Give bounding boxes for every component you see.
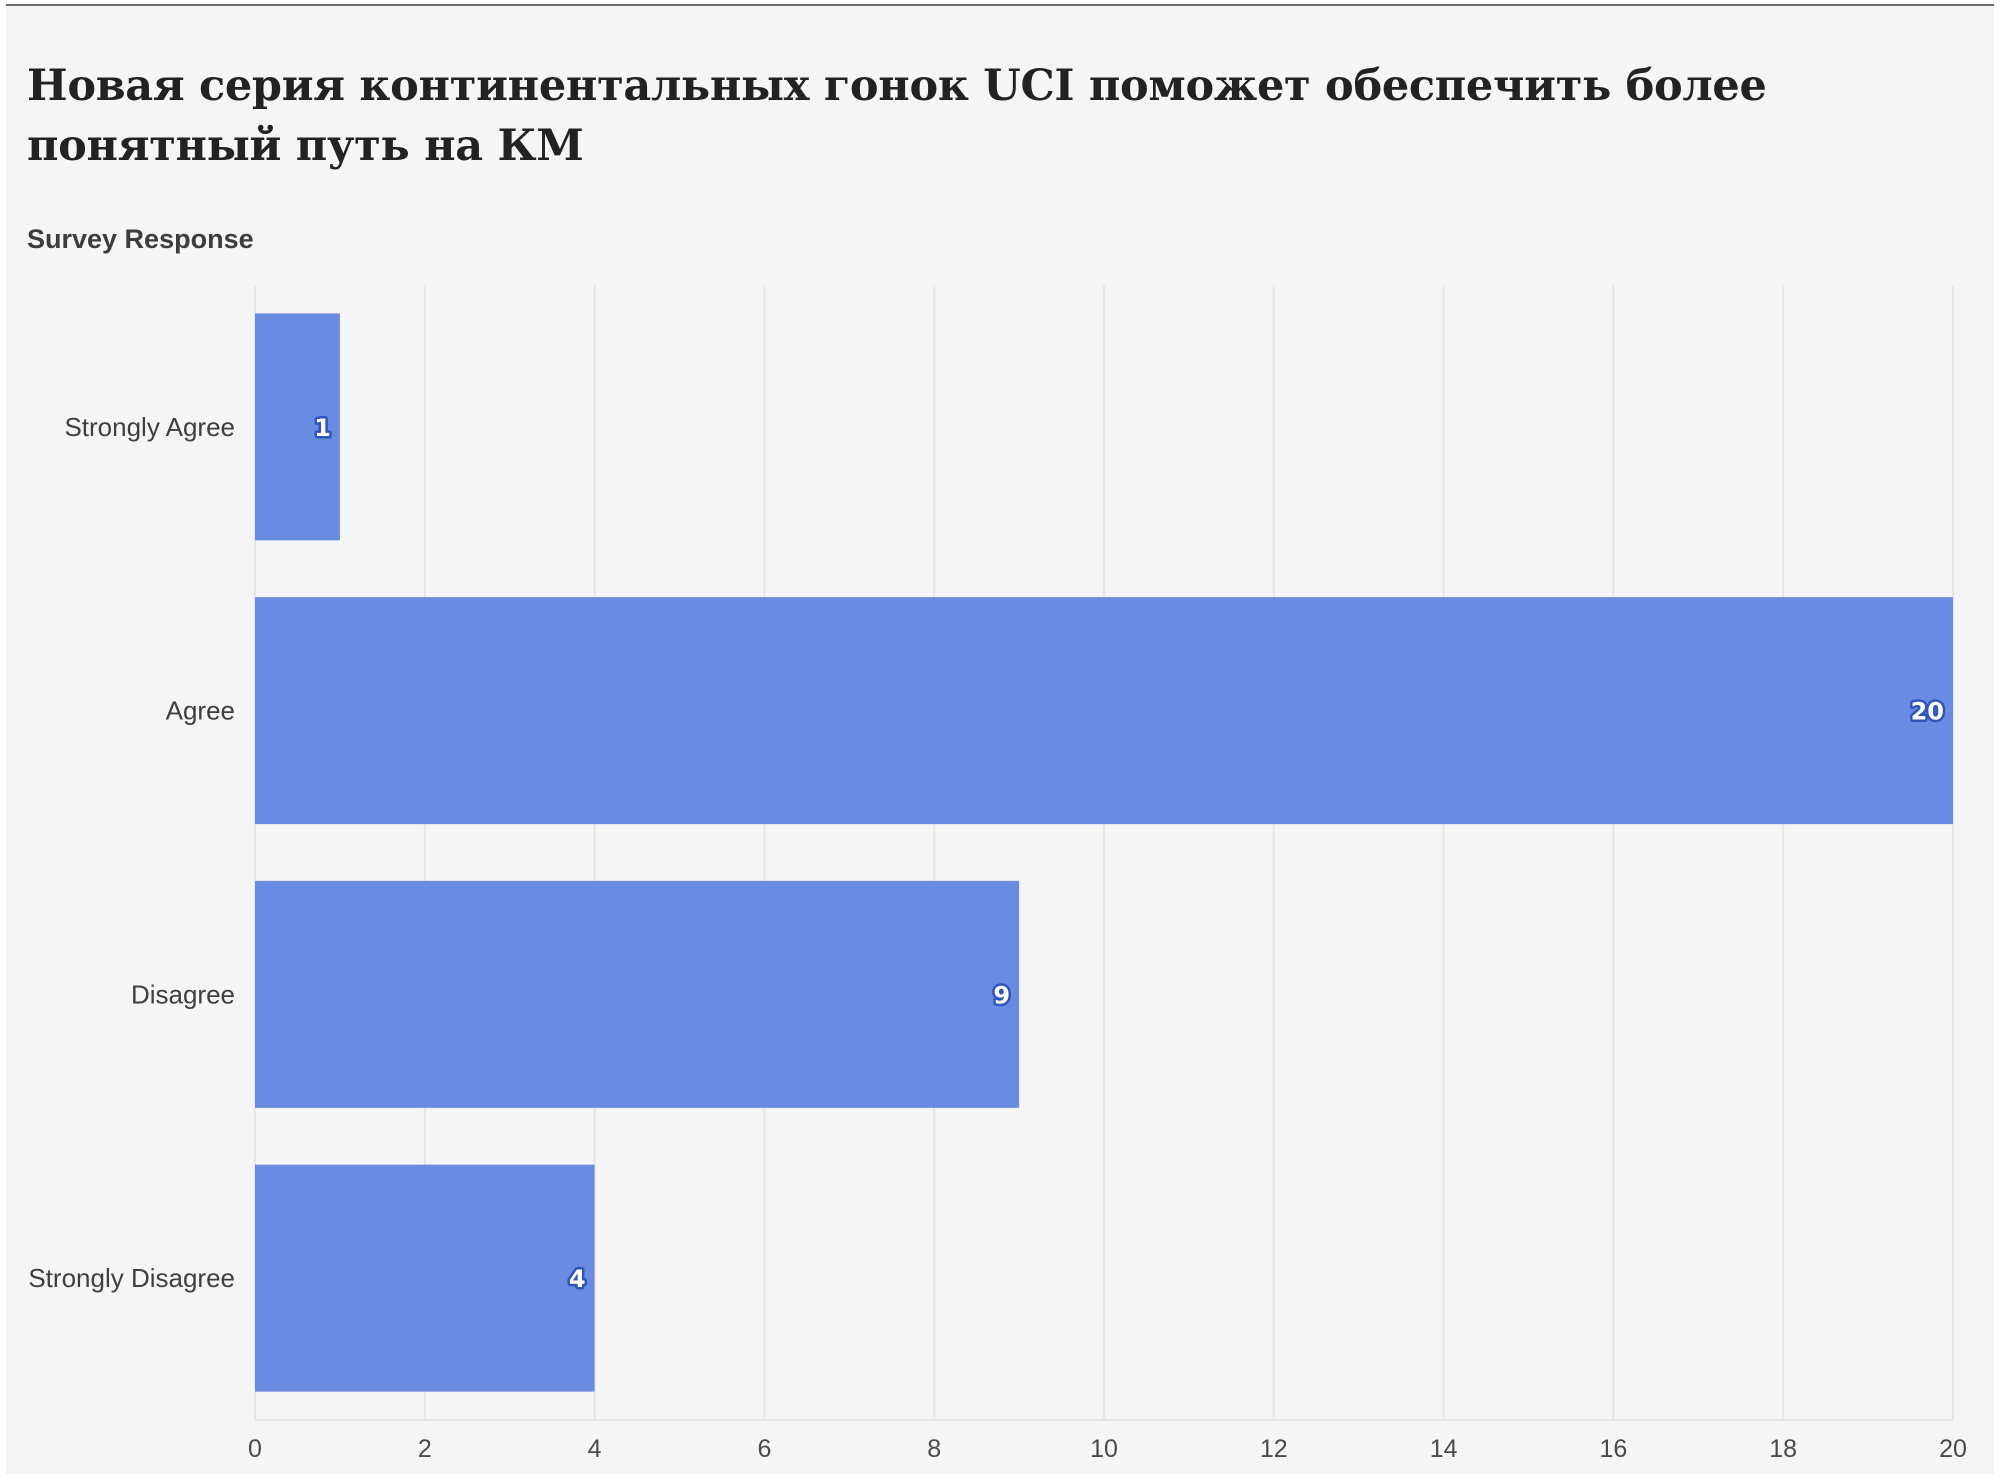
x-tick-label-12: 12 [1260, 1435, 1288, 1463]
chart-title: Новая серия континентальных гонок UCI по… [27, 61, 1767, 171]
data-label-strongly-agree: 1 [314, 414, 331, 442]
x-tick-label-4: 4 [588, 1435, 602, 1463]
y-axis-title: Survey Response [27, 224, 254, 254]
x-tick-label-0: 0 [248, 1435, 262, 1463]
category-labels: Strongly Agree Agree Disagree Strongly Disa… [28, 412, 235, 1293]
bar-strongly-agree [255, 313, 340, 541]
bar-strongly-disagree [255, 1164, 595, 1392]
bars [255, 313, 1953, 1392]
x-tick-label-14: 14 [1430, 1435, 1458, 1463]
x-tick-label-18: 18 [1769, 1435, 1797, 1463]
x-tick-label-20: 20 [1939, 1435, 1967, 1463]
category-label-strongly-disagree: Strongly Disagree [28, 1263, 235, 1293]
data-label-agree: 20 [1911, 698, 1944, 726]
x-tick-label-6: 6 [757, 1435, 771, 1463]
category-label-agree: Agree [166, 696, 235, 726]
x-tick-label-10: 10 [1090, 1435, 1118, 1463]
data-label-disagree: 9 [993, 981, 1010, 1009]
bar-disagree [255, 880, 1020, 1108]
bar-agree [255, 597, 1953, 825]
x-tick-label-8: 8 [927, 1435, 941, 1463]
x-axis: 0 2 4 6 8 10 12 14 16 18 20 [248, 1419, 1967, 1463]
category-label-strongly-agree: Strongly Agree [64, 412, 235, 442]
x-tick-label-2: 2 [418, 1435, 432, 1463]
data-labels: 1 20 9 4 [312, 411, 1947, 1295]
category-label-disagree: Disagree [131, 979, 235, 1009]
data-label-strongly-disagree: 4 [569, 1265, 586, 1293]
x-tick-label-16: 16 [1599, 1435, 1627, 1463]
